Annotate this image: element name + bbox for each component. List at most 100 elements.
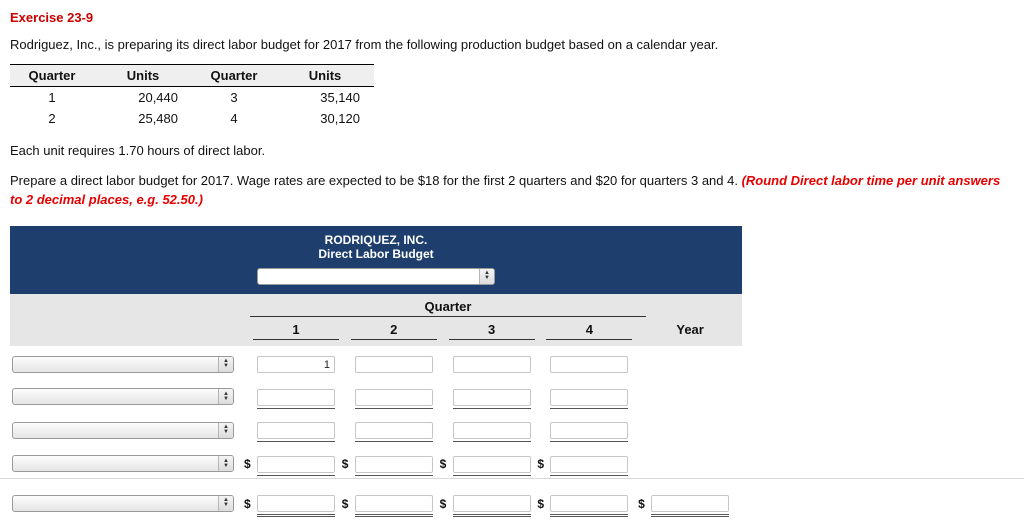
budget-cell: $ [537, 495, 638, 518]
currency-symbol: $ [537, 496, 545, 511]
input-underline-group [256, 356, 335, 376]
budget-cell [247, 356, 345, 376]
select-stepper-icon: ▲ ▼ [218, 422, 233, 438]
select-stepper-icon: ▲ ▼ [218, 389, 233, 405]
row-label-cell: ▲ ▼ [10, 494, 247, 512]
row5-year-input[interactable] [651, 495, 730, 513]
input-underline-group [452, 422, 531, 443]
row5-q3-input[interactable] [452, 495, 531, 513]
budget-header: RODRIQUEZ, INC. Direct Labor Budget ▲ ▼ [10, 225, 742, 294]
instructions-main: Prepare a direct labor budget for 2017. … [10, 173, 742, 188]
budget-cell [540, 356, 638, 376]
instructions-text: Prepare a direct labor budget for 2017. … [10, 172, 1010, 210]
currency-symbol: $ [439, 496, 447, 511]
input-underline-group [452, 356, 531, 376]
production-col-header: Quarter [192, 64, 276, 87]
input-underline-group [550, 356, 629, 376]
column-header-cell: 2 [345, 322, 443, 340]
budget-column-header-band: Quarter 1 2 3 4 Year [10, 293, 742, 346]
row1-label-select[interactable]: ▲ ▼ [12, 355, 234, 373]
year-column-header: Year [676, 321, 704, 337]
budget-row: ▲ ▼ $ $ $ $ $ [10, 494, 742, 518]
budget-cell [443, 422, 541, 443]
row-label-cell: ▲ ▼ [10, 388, 247, 406]
input-underline-group [452, 388, 531, 409]
row2-q1-input[interactable] [256, 388, 335, 406]
select-stepper-icon: ▲ ▼ [218, 456, 233, 472]
quarter-value: 4 [230, 111, 238, 126]
row4-q2-input[interactable] [354, 455, 433, 473]
intro-text: Rodriguez, Inc., is preparing its direct… [10, 37, 719, 52]
input-underline-group [354, 422, 433, 443]
budget-cell: $ [638, 495, 742, 518]
currency-symbol: $ [439, 457, 447, 472]
currency-symbol: $ [341, 496, 349, 511]
budget-cell [443, 388, 541, 409]
row2-q2-input[interactable] [354, 388, 433, 406]
row4-label-select[interactable]: ▲ ▼ [12, 455, 234, 473]
row4-q1-input[interactable] [256, 455, 335, 473]
row3-q2-input[interactable] [354, 422, 433, 440]
input-underline-group [550, 388, 629, 409]
input-underline-group: $ [244, 495, 335, 518]
row3-q1-input[interactable] [256, 422, 335, 440]
row2-q3-input[interactable] [452, 388, 531, 406]
quarter-value: 2 [48, 111, 56, 126]
input-underline-group: $ [440, 455, 531, 476]
row-label-cell: ▲ ▼ [10, 421, 247, 439]
input-underline-group: $ [440, 495, 531, 518]
row2-label-select[interactable]: ▲ ▼ [12, 388, 234, 406]
column-headers-row: 1 2 3 4 Year [10, 322, 742, 340]
period-select[interactable]: ▲ ▼ [257, 267, 495, 285]
row3-q3-input[interactable] [452, 422, 531, 440]
row-label-cell: ▲ ▼ [10, 455, 247, 473]
row2-q4-input[interactable] [550, 388, 629, 406]
row5-q1-input[interactable] [256, 495, 335, 513]
production-table-body: 1 20,440 3 35,140 2 25,480 4 30,120 [10, 87, 374, 130]
currency-symbol: $ [243, 496, 251, 511]
budget-cell: $ [440, 495, 541, 518]
row1-q1-input[interactable] [256, 356, 335, 374]
units-value: 20,440 [138, 90, 178, 105]
budget-cell [540, 422, 638, 443]
currency-symbol: $ [638, 496, 645, 511]
budget-cell [247, 388, 345, 409]
budget-cell [247, 422, 345, 443]
currency-symbol: $ [537, 457, 545, 472]
row1-q2-input[interactable] [354, 356, 433, 374]
budget-cell: $ [244, 495, 345, 518]
row5-label-select[interactable]: ▲ ▼ [12, 494, 234, 512]
budget-cell: $ [537, 455, 638, 476]
budget-cell: $ [342, 495, 443, 518]
row5-q2-input[interactable] [354, 495, 433, 513]
units-value: 35,140 [320, 90, 360, 105]
currency-symbol: $ [243, 457, 251, 472]
rounding-note: (Round Direct labor time per unit answer… [10, 173, 1001, 207]
company-name: RODRIQUEZ, INC. [324, 232, 428, 247]
quarter-value: 3 [230, 90, 238, 105]
production-budget-table: Quarter Units Quarter Units 1 20,440 3 35,140 2… [10, 64, 374, 129]
row3-label-select[interactable]: ▲ ▼ [12, 421, 234, 439]
input-underline-group: $ [638, 495, 730, 518]
input-underline-group [256, 388, 335, 409]
column-header-cell: Year [638, 322, 742, 340]
column-header-cell: 4 [540, 322, 638, 340]
row4-q3-input[interactable] [452, 455, 531, 473]
row1-q3-input[interactable] [452, 356, 531, 374]
production-table-row: 2 25,480 4 30,120 [10, 108, 374, 129]
input-underline-group: $ [342, 455, 433, 476]
input-underline-group: $ [537, 455, 629, 476]
row-label-cell: ▲ ▼ [10, 355, 247, 373]
production-col-header: Units [276, 64, 374, 87]
row4-q4-input[interactable] [550, 455, 629, 473]
row3-q4-input[interactable] [550, 422, 629, 440]
row1-q4-input[interactable] [550, 356, 629, 374]
quarter-value: 1 [48, 90, 56, 105]
budget-cell [345, 356, 443, 376]
row5-q4-input[interactable] [550, 495, 629, 513]
input-underline-group: $ [342, 495, 433, 518]
budget-cell: $ [440, 455, 541, 476]
input-underline-group [550, 422, 629, 443]
label-column-spacer [10, 322, 247, 340]
